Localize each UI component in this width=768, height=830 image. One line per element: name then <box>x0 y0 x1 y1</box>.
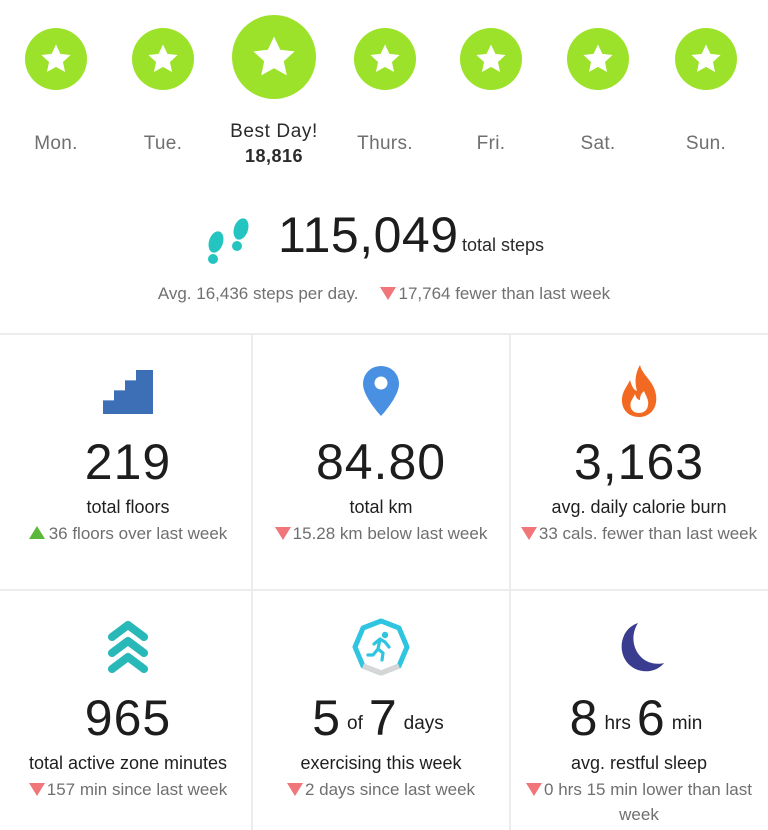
divider <box>251 333 253 830</box>
chevrons-up-icon <box>0 619 256 675</box>
km-label: total km <box>349 497 413 517</box>
steps-summary: 115,049 total steps Avg. 16,436 steps pe… <box>0 200 768 320</box>
km-value: 84.80 <box>315 434 447 490</box>
location-pin-icon <box>253 363 509 419</box>
floors-comparison-text: 36 floors over last week <box>48 524 228 543</box>
exercise-days-goal: 7 <box>368 690 398 746</box>
tile-exercise[interactable]: 5 of 7 days exercising this week 2 days sin… <box>253 591 509 830</box>
azm-value: 965 <box>84 690 172 746</box>
sleep-comparison-text: 0 hrs 15 min lower than last week <box>544 780 752 824</box>
best-day-steps: 18,816 <box>244 146 304 166</box>
runner-icon <box>253 618 509 676</box>
sleep-value: 8 hrs 6 min <box>511 689 767 747</box>
star-icon <box>567 28 629 90</box>
azm-comparison: 157 min since last week <box>8 777 248 802</box>
tile-distance[interactable]: 84.80 total km 15.28 km below last week <box>253 335 509 589</box>
star-icon <box>132 28 194 90</box>
calories-label: avg. daily calorie burn <box>551 497 727 517</box>
week-summary: Mon. Tue. Best Day! 18,816 Thurs. Fri. S… <box>0 0 768 180</box>
star-icon <box>25 28 87 90</box>
sleep-minutes-unit: min <box>671 713 703 734</box>
star-icon <box>232 15 316 99</box>
footprints-icon <box>203 212 257 271</box>
exercise-days-done: 5 <box>312 690 341 746</box>
calories-value: 3,163 <box>573 434 705 490</box>
exercise-value: 5 of 7 days <box>253 689 509 747</box>
exercise-label: exercising this week <box>300 753 462 773</box>
down-arrow-icon <box>380 287 397 300</box>
day-label: Tue. <box>143 133 183 154</box>
exercise-comparison: 2 days since last week <box>261 777 501 802</box>
sleep-hours: 8 <box>569 690 599 746</box>
tile-floors[interactable]: 219 total floors 36 floors over last wee… <box>0 335 256 589</box>
down-arrow-icon <box>274 527 291 540</box>
steps-comparison: Avg. 16,436 steps per day. 17,764 fewer t… <box>0 284 768 304</box>
day-label: Mon. <box>34 133 78 154</box>
day-label: Fri. <box>476 133 506 154</box>
calories-comparison: 33 cals. fewer than last week <box>519 521 759 546</box>
steps-diff-text: 17,764 fewer than last week <box>398 284 611 303</box>
up-arrow-icon <box>28 526 45 539</box>
sleep-comparison: 0 hrs 15 min lower than last week <box>519 777 759 827</box>
calories-comparison-text: 33 cals. fewer than last week <box>538 524 758 543</box>
flame-icon <box>511 363 767 419</box>
best-day-label: Best Day! <box>230 121 318 142</box>
down-arrow-icon <box>28 783 45 796</box>
tile-calories[interactable]: 3,163 avg. daily calorie burn 33 cals. f… <box>511 335 767 589</box>
day-label: Sun. <box>685 133 727 154</box>
star-icon <box>354 28 416 90</box>
star-icon <box>460 28 522 90</box>
star-icon <box>675 28 737 90</box>
down-arrow-icon <box>526 783 543 796</box>
sleep-minutes: 6 <box>636 690 666 746</box>
divider <box>0 333 768 335</box>
floors-label: total floors <box>86 497 170 517</box>
sleep-hours-unit: hrs <box>604 713 631 734</box>
azm-comparison-text: 157 min since last week <box>46 780 228 799</box>
floors-comparison: 36 floors over last week <box>8 521 248 546</box>
down-arrow-icon <box>520 527 537 540</box>
moon-icon <box>511 619 767 675</box>
divider <box>0 589 768 591</box>
tile-sleep[interactable]: 8 hrs 6 min avg. restful sleep 0 hrs 15 min… <box>511 591 767 830</box>
down-arrow-icon <box>286 783 303 796</box>
day-label: Sat. <box>580 133 616 154</box>
total-steps-label: total steps <box>462 235 545 255</box>
day-label: Thurs. <box>357 133 413 154</box>
km-comparison-text: 15.28 km below last week <box>292 524 488 543</box>
floors-value: 219 <box>84 434 172 490</box>
divider <box>509 333 511 830</box>
exercise-of: of <box>347 713 363 734</box>
stairs-icon <box>0 363 256 419</box>
exercise-comparison-text: 2 days since last week <box>304 780 476 799</box>
tile-active-zone-minutes[interactable]: 965 total active zone minutes 157 min si… <box>0 591 256 830</box>
total-steps-value: 115,049 <box>278 207 459 263</box>
azm-label: total active zone minutes <box>28 753 228 773</box>
avg-steps-text: Avg. 16,436 steps per day. <box>157 284 359 303</box>
km-comparison: 15.28 km below last week <box>261 521 501 546</box>
exercise-unit: days <box>403 713 444 734</box>
sleep-label: avg. restful sleep <box>570 753 708 773</box>
